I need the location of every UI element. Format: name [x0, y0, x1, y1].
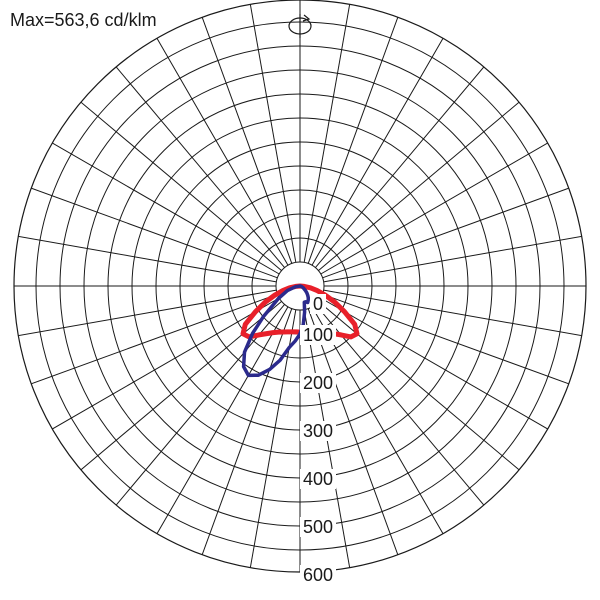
grid-spoke — [42, 69, 282, 271]
grid-spoke — [322, 170, 586, 279]
grid-spoke — [318, 69, 558, 271]
grid-spoke — [83, 28, 285, 268]
grid-spoke — [184, 308, 293, 572]
rotation-icon — [288, 14, 312, 38]
grid-spoke — [303, 0, 359, 263]
grid-spoke — [83, 304, 285, 544]
tick-label-bg — [300, 469, 336, 489]
radial-tick-label: 600 — [303, 565, 333, 585]
radial-tick-label: 100 — [303, 325, 333, 345]
grid-spoke — [131, 0, 289, 266]
radial-tick-labels: 0 100 200 300 400 500 600 — [300, 294, 336, 585]
grid-spoke — [315, 28, 517, 268]
tick-label-bg — [300, 565, 336, 585]
grid-spoke — [307, 0, 416, 264]
grid-spoke — [307, 308, 416, 572]
tick-label-bg — [300, 373, 336, 393]
radial-tick-label: 400 — [303, 469, 333, 489]
grid-spoke — [14, 227, 277, 283]
chart-title: Max=563,6 cd/klm — [10, 10, 161, 31]
grid-spoke — [311, 306, 469, 572]
grid-spoke — [320, 297, 586, 455]
grid-spoke — [323, 227, 586, 283]
grid-spoke — [14, 293, 278, 402]
tick-label-bg — [300, 517, 336, 537]
radial-tick-label: 300 — [303, 421, 333, 441]
grid-spoke — [315, 304, 517, 544]
grid-spoke — [323, 289, 586, 345]
grid-spoke — [303, 309, 359, 572]
grid-spoke — [311, 0, 469, 266]
grid-spoke — [14, 297, 280, 455]
tick-label-bg — [300, 421, 336, 441]
radial-tick-label: 0 — [313, 294, 323, 314]
grid-spoke — [131, 306, 289, 572]
grid-spoke — [241, 309, 297, 572]
grid-spoke — [241, 0, 297, 263]
radial-tick-label: 500 — [303, 517, 333, 537]
grid-spoke — [14, 117, 280, 275]
grid-spoke — [14, 289, 277, 345]
grid-spoke — [322, 293, 586, 402]
grid-spoke — [14, 170, 278, 279]
tick-label-bg — [300, 325, 336, 345]
tick-label-bg — [310, 294, 326, 314]
radial-tick-label: 200 — [303, 373, 333, 393]
grid-spoke — [320, 117, 586, 275]
grid-spoke — [184, 0, 293, 264]
